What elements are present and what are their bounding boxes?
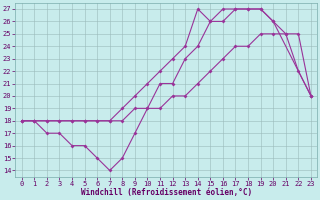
X-axis label: Windchill (Refroidissement éolien,°C): Windchill (Refroidissement éolien,°C) [81, 188, 252, 197]
